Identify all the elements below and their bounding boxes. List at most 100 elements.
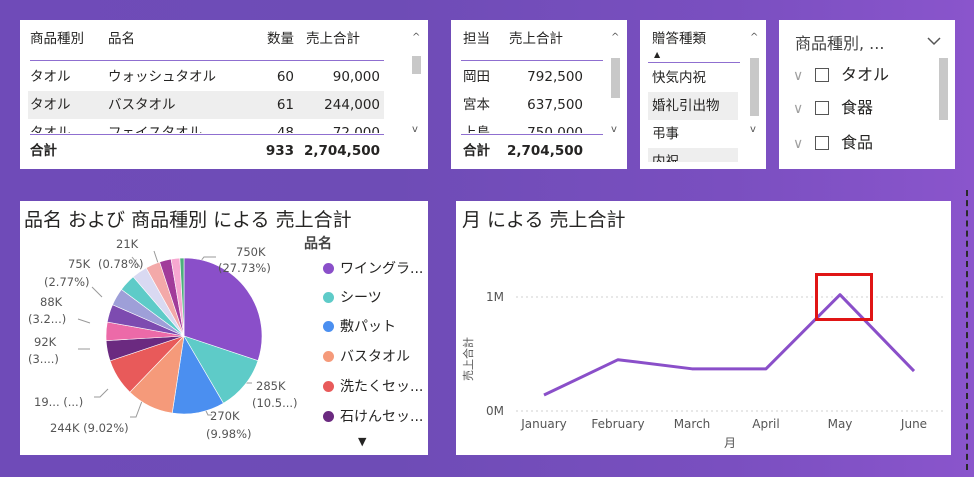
scroll-thumb[interactable]: [611, 58, 620, 98]
table-cell: 内祝: [652, 154, 679, 162]
legend-dot: [323, 381, 334, 392]
y-tick-label: 0M: [486, 404, 504, 418]
scroll-thumb[interactable]: [750, 58, 759, 116]
data-label: 88K: [40, 295, 63, 309]
table-row[interactable]: 上島 750,000: [451, 119, 627, 133]
column-header[interactable]: 売上合計: [509, 31, 563, 47]
data-label: 750K: [236, 245, 266, 259]
pie-chart[interactable]: [20, 201, 428, 455]
chevron-down-icon[interactable]: ∨: [793, 68, 804, 84]
total-label: 合計: [463, 143, 490, 159]
legend-label: ワイングラ...: [340, 261, 424, 277]
table-cell: フェイスタオル: [108, 125, 203, 133]
checkbox[interactable]: [815, 136, 829, 150]
legend-more-icon[interactable]: ▼: [358, 435, 367, 448]
line-chart[interactable]: 売上合計 0M 1M January February March April May J…: [456, 201, 951, 455]
chart-title: 月 による 売上合計: [462, 209, 626, 231]
column-header[interactable]: 売上合計: [306, 31, 360, 47]
table-row[interactable]: 快気内祝: [640, 64, 766, 92]
scroll-down-icon[interactable]: v: [611, 124, 617, 135]
legend-label: 敷パット: [340, 319, 396, 335]
pie-slice[interactable]: [183, 257, 263, 362]
scroll-up-icon[interactable]: ^: [611, 32, 620, 43]
table-cell: 61: [276, 97, 294, 113]
data-label: 92K: [34, 335, 57, 349]
table-row[interactable]: タオル バスタオル 61 244,000: [28, 91, 384, 119]
pie-slice[interactable]: [179, 257, 185, 337]
scroll-up-icon[interactable]: ^: [412, 32, 421, 43]
column-header[interactable]: 贈答種類: [652, 31, 706, 47]
table-row[interactable]: 内祝: [648, 148, 738, 162]
series-line[interactable]: [543, 293, 916, 397]
data-label: 244K (9.02%): [50, 421, 129, 435]
scroll-thumb[interactable]: [412, 56, 421, 74]
legend-item[interactable]: 洗たくセッ...: [323, 377, 423, 397]
legend-item[interactable]: 石けんセッ...: [323, 407, 423, 427]
slicer-title: 商品種別, ...: [795, 34, 885, 53]
column-header[interactable]: 担当: [463, 31, 490, 47]
slicer-item-food[interactable]: ∨ 食品: [793, 128, 873, 158]
table-cell: タオル: [30, 69, 71, 85]
table-cell: 60: [276, 69, 294, 85]
scroll-down-icon[interactable]: v: [412, 124, 418, 135]
legend-dot: [323, 292, 334, 303]
data-label: (10.5...): [252, 396, 298, 410]
table-cell: 岡田: [463, 69, 490, 85]
data-label: (27.73%): [218, 261, 271, 275]
table-cell: 48: [276, 125, 294, 133]
y-tick-label: 1M: [486, 290, 504, 304]
slicer-scrollbar[interactable]: [939, 58, 948, 120]
column-header[interactable]: 品名: [108, 31, 135, 47]
table-row[interactable]: 宮本 637,500: [451, 91, 627, 119]
slicer-item-label: タオル: [841, 65, 890, 84]
table-header-row: 商品種別 品名 数量 売上合計: [20, 25, 428, 53]
product-sales-table: 商品種別 品名 数量 売上合計 タオル ウォッシュタオル 60 90,000 タ…: [20, 20, 428, 169]
pie-chart-card: 品名 および 商品種別 による 売上合計 750K (27.73%) 285K …: [20, 201, 428, 455]
table-row[interactable]: タオル ウォッシュタオル 60 90,000: [20, 63, 428, 91]
table-row[interactable]: 弔事: [640, 120, 766, 148]
x-tick-label: January: [520, 417, 567, 431]
x-tick-label: June: [900, 417, 927, 431]
legend-item[interactable]: バスタオル: [323, 347, 410, 367]
column-header[interactable]: 商品種別: [30, 31, 84, 47]
table-scrollbar[interactable]: ^ v: [609, 32, 623, 144]
sort-ascending-icon[interactable]: ▲: [654, 50, 661, 59]
gift-type-table: 贈答種類 ▲ 快気内祝 婚礼引出物 弔事 内祝 ^ v: [640, 20, 766, 169]
chevron-down-icon[interactable]: [927, 36, 941, 46]
scroll-up-icon[interactable]: ^: [750, 32, 759, 43]
column-header[interactable]: 数量: [267, 31, 294, 47]
table-scrollbar[interactable]: ^ v: [748, 32, 762, 144]
table-row[interactable]: タオル フェイスタオル 48 72,000: [20, 119, 428, 133]
x-tick-label: February: [591, 417, 644, 431]
slicer-item-towel[interactable]: ∨ タオル: [793, 60, 889, 90]
data-label: 270K: [210, 409, 240, 423]
table-total-row: 合計 2,704,500: [451, 137, 627, 165]
chart-title: 品名 および 商品種別 による 売上合計: [24, 209, 352, 231]
x-axis-title: 月: [724, 436, 736, 450]
table-cell: 宮本: [463, 97, 490, 113]
checkbox[interactable]: [815, 68, 829, 82]
data-label: (9.98%): [206, 427, 252, 441]
slicer-item-tableware[interactable]: ∨ 食器: [793, 93, 873, 123]
scroll-down-icon[interactable]: v: [750, 124, 756, 135]
table-row[interactable]: 岡田 792,500: [451, 63, 627, 91]
legend-item[interactable]: シーツ: [323, 288, 382, 308]
x-tick-label: March: [674, 417, 711, 431]
legend-item[interactable]: 敷パット: [323, 317, 396, 337]
chevron-down-icon[interactable]: ∨: [793, 101, 804, 117]
table-cell: 637,500: [527, 97, 583, 113]
checkbox[interactable]: [815, 101, 829, 115]
table-scrollbar[interactable]: ^ v: [410, 32, 424, 144]
total-quantity: 933: [265, 143, 294, 159]
line-chart-card: 月 による 売上合計 売上合計 0M 1M January February Mar…: [456, 201, 951, 455]
chevron-down-icon[interactable]: ∨: [793, 136, 804, 152]
product-type-slicer: 商品種別, ... ∨ タオル ∨ 食器 ∨ 食品: [779, 20, 955, 169]
legend-label: 洗たくセッ...: [340, 379, 424, 395]
legend-label: バスタオル: [340, 349, 410, 365]
data-label: 285K: [256, 379, 286, 393]
x-tick-label: April: [752, 417, 779, 431]
data-label: 75K: [68, 257, 91, 271]
table-row[interactable]: 婚礼引出物: [648, 92, 738, 120]
table-cell: バスタオル: [108, 97, 176, 113]
legend-item[interactable]: ワイングラ...: [323, 259, 423, 279]
